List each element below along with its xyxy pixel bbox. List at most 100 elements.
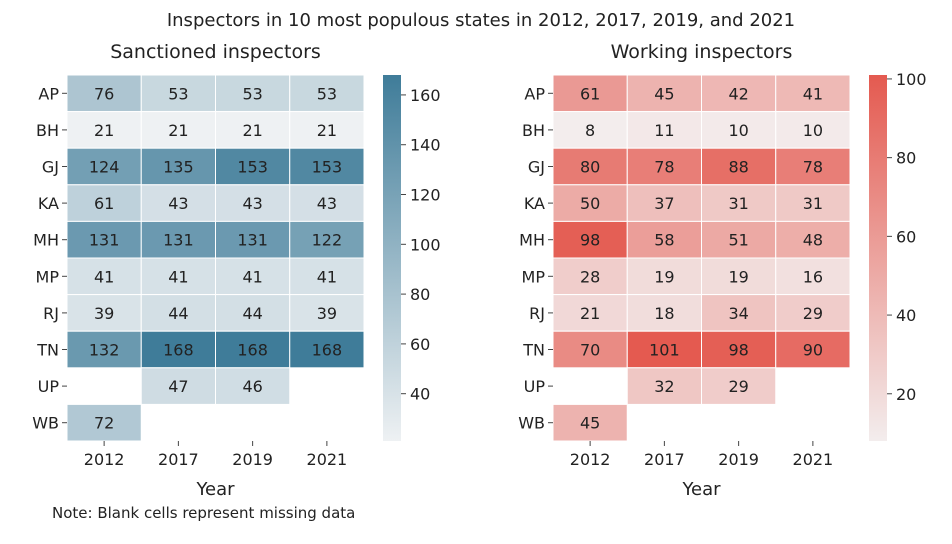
cell-value-label: 10 xyxy=(803,121,823,140)
heatmap-cell xyxy=(215,330,291,369)
cell-value-label: 51 xyxy=(728,231,748,250)
cell-value-label: 41 xyxy=(242,267,262,286)
row-label: GJ xyxy=(42,158,59,177)
heatmap-cell xyxy=(626,147,702,186)
cell-value-label: 32 xyxy=(654,377,674,396)
cell-value-label: 153 xyxy=(312,158,343,177)
row-label: MH xyxy=(519,231,545,250)
cell-value-label: 8 xyxy=(585,121,595,140)
cell-value-label: 80 xyxy=(580,158,600,177)
cell-value-label: 31 xyxy=(728,194,748,213)
column-label: 2012 xyxy=(84,450,125,469)
colorbar xyxy=(869,75,887,441)
heatmap-cell xyxy=(701,111,777,149)
colorbar-tick-label: 40 xyxy=(896,306,916,325)
cell-value-label: 45 xyxy=(580,414,600,433)
cell-value-label: 37 xyxy=(654,194,674,213)
column-label: 2019 xyxy=(232,450,273,469)
heatmap-cell xyxy=(775,220,851,259)
heatmap-cell xyxy=(66,257,142,296)
cell-value-label: 131 xyxy=(89,231,120,250)
row-label: MH xyxy=(33,231,59,250)
cell-value-label: 16 xyxy=(803,267,823,286)
row-label: UP xyxy=(524,377,546,396)
cell-value-label: 53 xyxy=(317,84,337,103)
row-label: MP xyxy=(36,267,60,286)
colorbar xyxy=(383,75,401,441)
cell-value-label: 21 xyxy=(242,121,262,140)
cell-value-label: 50 xyxy=(580,194,600,213)
cell-value-label: 19 xyxy=(654,267,674,286)
row-label: UP xyxy=(38,377,60,396)
cell-value-label: 43 xyxy=(242,194,262,213)
colorbar-tick-label: 80 xyxy=(410,285,430,304)
heatmap-cell xyxy=(626,111,702,149)
heatmap-cell xyxy=(66,330,142,369)
cell-value-label: 98 xyxy=(728,341,748,360)
heatmap-cell xyxy=(552,220,628,259)
colorbar-tick-label: 40 xyxy=(410,385,430,404)
colorbar-tick-label: 60 xyxy=(896,227,916,246)
cell-value-label: 72 xyxy=(94,414,114,433)
cell-value-label: 21 xyxy=(317,121,337,140)
colorbar-tick-label: 140 xyxy=(410,136,441,155)
chart-note: Note: Blank cells represent missing data xyxy=(52,504,356,522)
column-label: 2019 xyxy=(718,450,759,469)
cell-value-label: 168 xyxy=(237,341,268,360)
heatmap-cell xyxy=(140,184,216,222)
column-label: 2012 xyxy=(570,450,611,469)
cell-value-label: 21 xyxy=(168,121,188,140)
row-label: KA xyxy=(524,194,545,213)
cell-value-label: 39 xyxy=(94,304,114,323)
heatmap-cell xyxy=(289,294,365,332)
cell-value-label: 131 xyxy=(237,231,268,250)
cell-value-label: 11 xyxy=(654,121,674,140)
cell-value-label: 78 xyxy=(803,158,823,177)
cell-value-label: 41 xyxy=(168,267,188,286)
cell-value-label: 61 xyxy=(94,194,114,213)
heatmap-cell xyxy=(215,257,291,296)
row-label: MP xyxy=(522,267,546,286)
cell-value-label: 44 xyxy=(168,304,188,323)
heatmap-cell xyxy=(552,257,628,296)
cell-value-label: 168 xyxy=(163,341,194,360)
heatmap-cell xyxy=(552,147,628,186)
row-label: BH xyxy=(36,121,59,140)
cell-value-label: 153 xyxy=(237,158,268,177)
column-label: 2021 xyxy=(307,450,348,469)
row-label: AP xyxy=(38,84,59,103)
heatmap-cell xyxy=(289,111,365,149)
heatmap-cell xyxy=(215,74,291,113)
row-label: AP xyxy=(524,84,545,103)
heatmap-cell xyxy=(140,111,216,149)
cell-value-label: 61 xyxy=(580,84,600,103)
colorbar-tick-label: 160 xyxy=(410,86,441,105)
heatmap-cell xyxy=(775,294,851,332)
cell-value-label: 41 xyxy=(317,267,337,286)
cell-value-label: 44 xyxy=(242,304,262,323)
cell-value-label: 122 xyxy=(312,231,343,250)
heatmap-cell xyxy=(289,330,365,369)
colorbar-tick-label: 100 xyxy=(410,235,441,254)
heatmap-cell xyxy=(289,147,365,186)
row-label: KA xyxy=(38,194,59,213)
cell-value-label: 43 xyxy=(317,194,337,213)
column-label: 2017 xyxy=(158,450,199,469)
heatmap-cell xyxy=(701,220,777,259)
heatmap-cell xyxy=(701,147,777,186)
cell-value-label: 124 xyxy=(89,158,120,177)
row-label: RJ xyxy=(529,304,545,323)
heatmap-cell xyxy=(215,294,291,332)
row-label: TN xyxy=(522,341,545,360)
heatmap-cell xyxy=(701,184,777,222)
cell-value-label: 28 xyxy=(580,267,600,286)
cell-value-label: 53 xyxy=(242,84,262,103)
heatmap-cell xyxy=(775,111,851,149)
cell-value-label: 53 xyxy=(168,84,188,103)
row-label: RJ xyxy=(43,304,59,323)
cell-value-label: 101 xyxy=(649,341,680,360)
heatmap-cell xyxy=(626,74,702,113)
colorbar-tick-label: 80 xyxy=(896,149,916,168)
heatmap-cell xyxy=(552,403,628,442)
